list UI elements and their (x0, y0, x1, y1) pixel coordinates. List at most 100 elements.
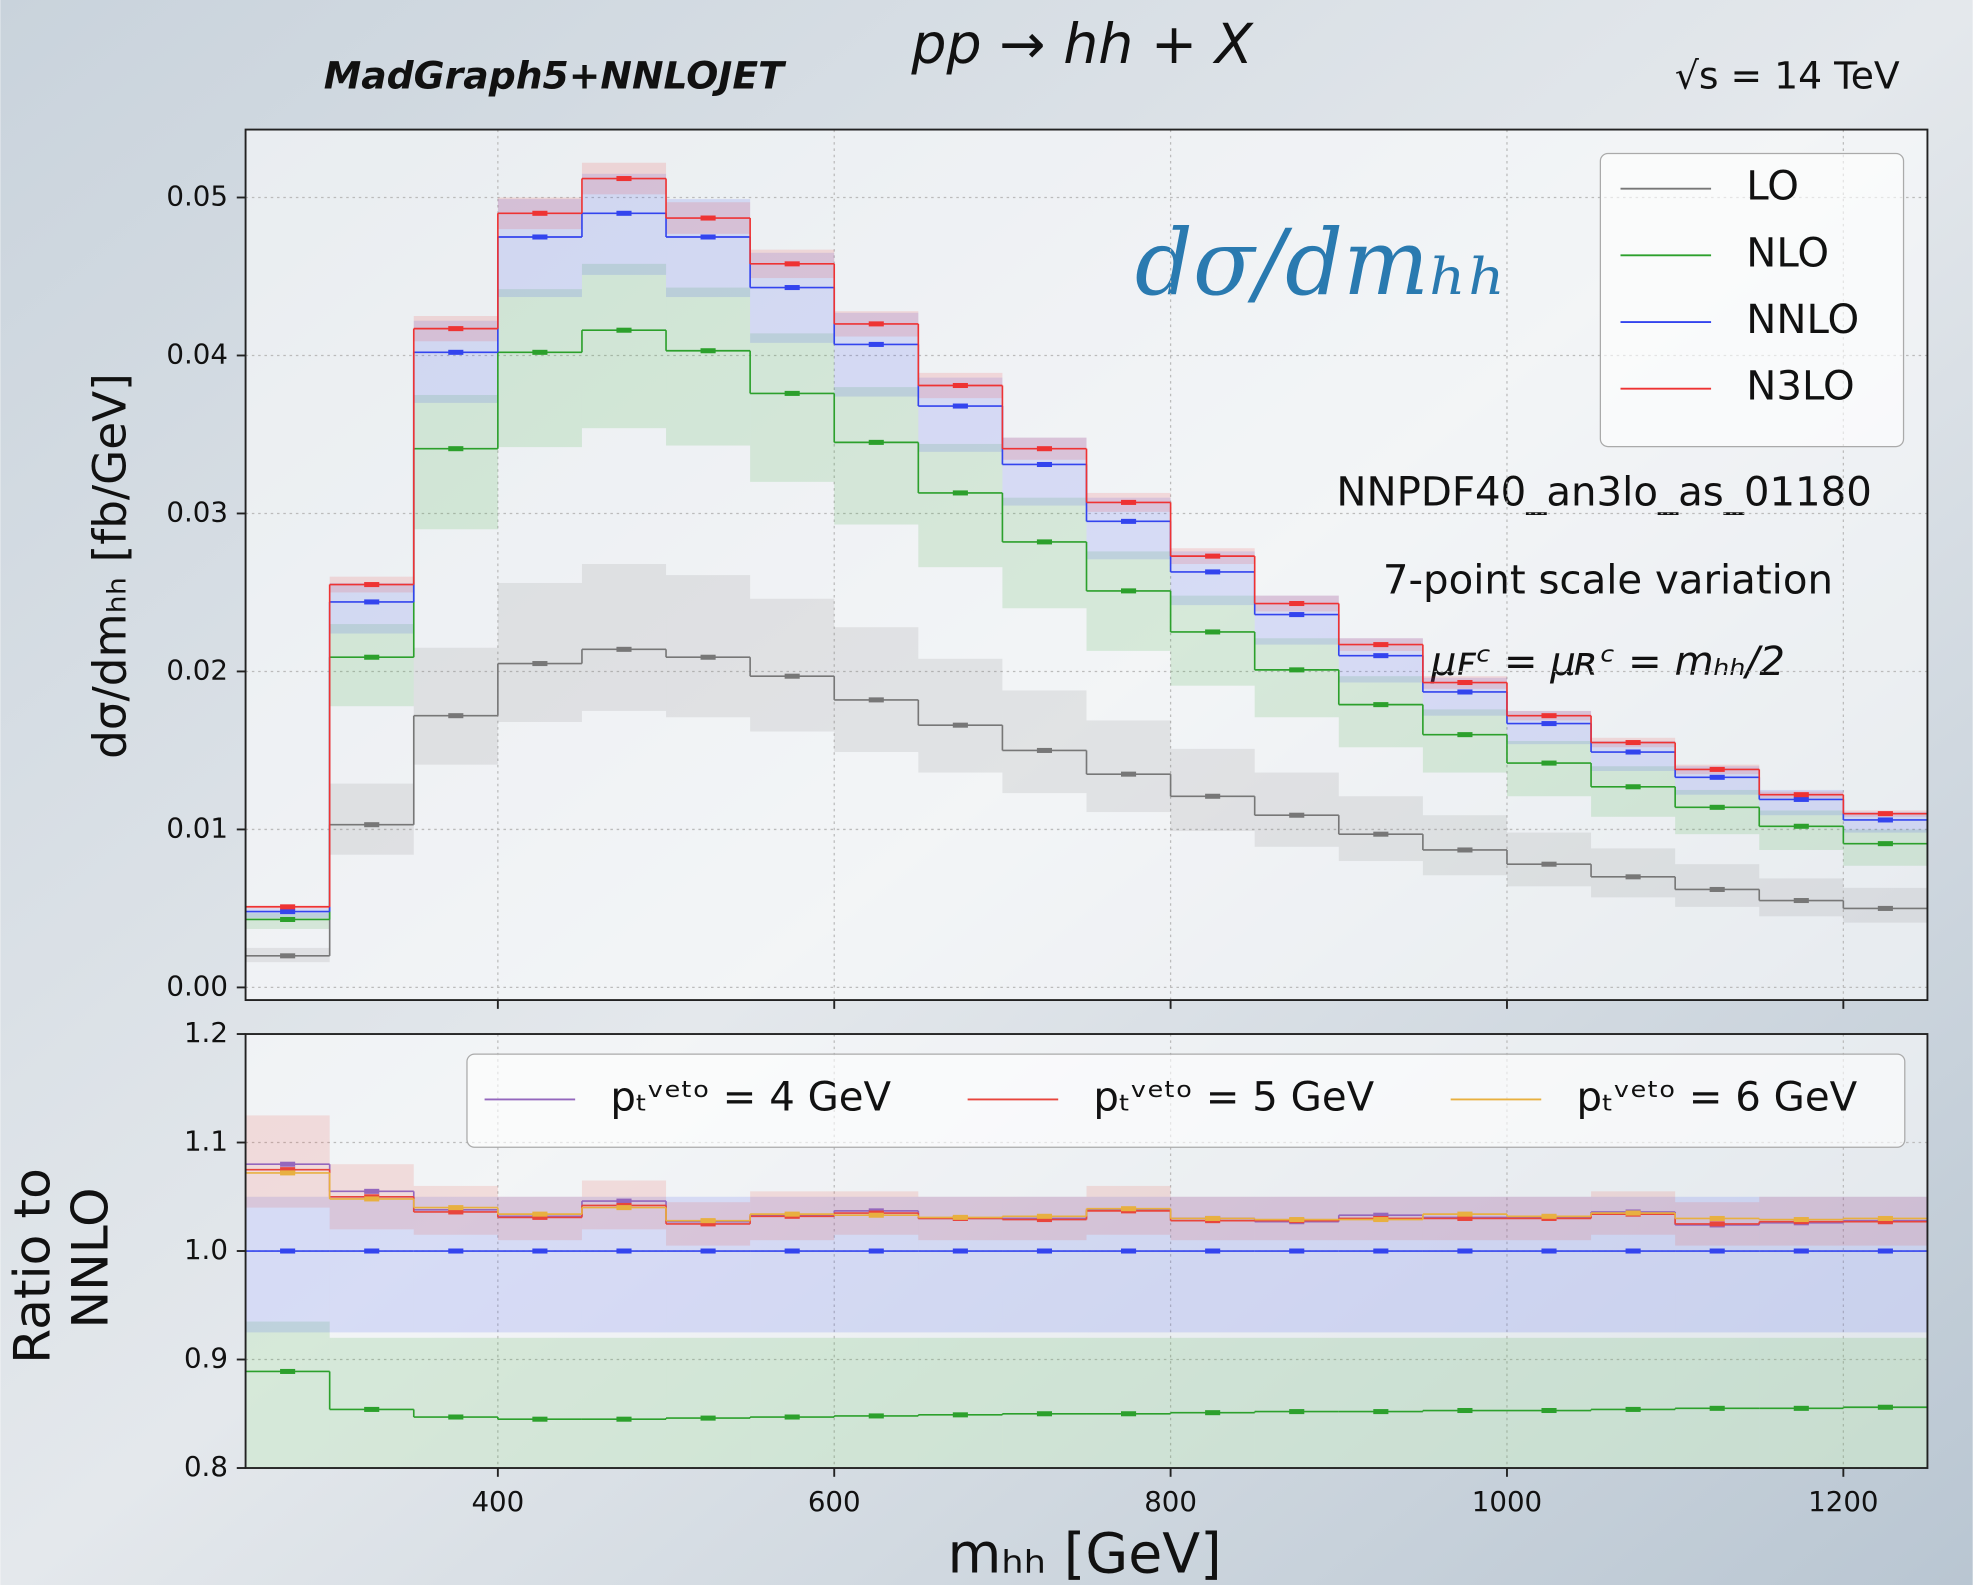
uncertainty-band (581, 564, 667, 711)
legend-label: NLO (1746, 230, 1829, 276)
uncertainty-band (1254, 1337, 1339, 1469)
point-marker (1036, 747, 1053, 753)
point-marker (784, 673, 800, 679)
legend-label: N3LO (1746, 364, 1854, 410)
uncertainty-band (1843, 1337, 1928, 1469)
uncertainty-band (1086, 720, 1171, 813)
point-marker (280, 916, 296, 923)
point-marker (1373, 1409, 1389, 1415)
point-marker (280, 1170, 296, 1176)
point-marker (1877, 1215, 1893, 1221)
point-marker (700, 215, 716, 221)
point-marker (1289, 1248, 1305, 1254)
uncertainty-band (1170, 748, 1255, 832)
y-axis-label-line: Ratio to (2, 1168, 61, 1364)
point-marker (616, 210, 632, 216)
axes-frame (244, 128, 1929, 1002)
point-marker (1289, 1217, 1305, 1223)
point-marker (868, 341, 884, 347)
point-marker (364, 654, 380, 660)
uncertainty-band (1170, 551, 1255, 606)
point-marker (1121, 771, 1137, 777)
chart-title: pp → hh + X (910, 13, 1253, 77)
point-marker (1877, 1404, 1893, 1410)
uncertainty-band (329, 1196, 414, 1333)
uncertainty-band (1843, 829, 1928, 866)
legend-label: NNLO (1746, 297, 1859, 343)
uncertainty-band (834, 387, 919, 525)
uncertainty-band (581, 1337, 667, 1469)
point-marker (1457, 1215, 1473, 1221)
x-tick-label: 600 (808, 1485, 861, 1518)
uncertainty-band (245, 1321, 330, 1469)
point-marker (448, 1414, 464, 1420)
y-tick-label: 0.8 (184, 1450, 228, 1483)
point-marker (1036, 1217, 1053, 1223)
point-marker (1036, 1248, 1053, 1254)
point-marker (868, 1413, 884, 1419)
point-marker (1121, 518, 1137, 524)
point-marker (532, 1211, 548, 1217)
point-marker (1625, 740, 1641, 746)
point-marker (532, 1416, 548, 1422)
point-marker (532, 349, 548, 355)
point-marker (1205, 1248, 1221, 1254)
point-marker (1205, 553, 1221, 559)
uncertainty-band (1002, 690, 1087, 794)
point-marker (1457, 847, 1473, 853)
point-marker (532, 1214, 548, 1220)
point-marker (1373, 1248, 1389, 1254)
legend-label: pₜᵛᵉᵗᵒ = 5 GeV (1093, 1074, 1374, 1120)
point-marker (1205, 1215, 1221, 1221)
uncertainty-band (834, 1196, 919, 1333)
point-marker (784, 285, 800, 291)
point-marker (280, 1368, 296, 1374)
legend-label: pₜᵛᵉᵗᵒ = 6 GeV (1576, 1074, 1857, 1120)
uncertainty-band (1843, 887, 1928, 923)
point-marker (280, 909, 296, 915)
uncertainty-band (1759, 1337, 1844, 1469)
uncertainty-band (497, 289, 582, 448)
point-marker (1036, 1411, 1053, 1417)
uncertainty-band (666, 287, 751, 446)
point-marker (364, 1406, 380, 1412)
y-tick-label: 0.03 (166, 495, 228, 528)
uncertainty-band (666, 199, 751, 298)
annotation: μꜰᶜ = μʀᶜ = mₕₕ/2 (1430, 639, 1785, 685)
uncertainty-band (1759, 810, 1844, 850)
point-marker (1036, 461, 1053, 468)
point-marker (1457, 732, 1473, 738)
point-marker (784, 1414, 800, 1420)
uncertainty-band (329, 783, 414, 855)
point-marker (364, 822, 380, 828)
y-tick-label: 1.0 (184, 1233, 228, 1266)
uncertainty-band (666, 575, 751, 718)
point-marker (448, 1248, 464, 1254)
point-marker (700, 234, 716, 240)
point-marker (364, 582, 380, 588)
point-marker (1625, 1248, 1641, 1254)
point-marker (952, 382, 968, 389)
point-marker (1289, 612, 1305, 618)
point-marker (1036, 539, 1053, 545)
point-marker (1373, 831, 1389, 837)
point-marker (616, 1205, 632, 1211)
point-marker (1373, 702, 1389, 708)
uncertainty-band (750, 1196, 835, 1333)
point-marker (1205, 629, 1221, 635)
point-marker (1457, 679, 1473, 686)
uncertainty-band (1675, 864, 1760, 907)
y-tick-label: 1.2 (184, 1016, 228, 1049)
y-tick-label: 0.01 (166, 811, 228, 844)
uncertainty-band (750, 252, 835, 343)
y-axis-label: Ratio to NNLO (2, 1152, 119, 1364)
point-marker (532, 661, 548, 667)
uncertainty-band (1254, 638, 1339, 718)
point-marker (1793, 1217, 1809, 1223)
point-marker (1709, 774, 1725, 780)
point-marker (1457, 1211, 1473, 1217)
uncertainty-band (1591, 1337, 1676, 1469)
uncertainty-band (1422, 709, 1507, 773)
point-marker (616, 176, 632, 182)
